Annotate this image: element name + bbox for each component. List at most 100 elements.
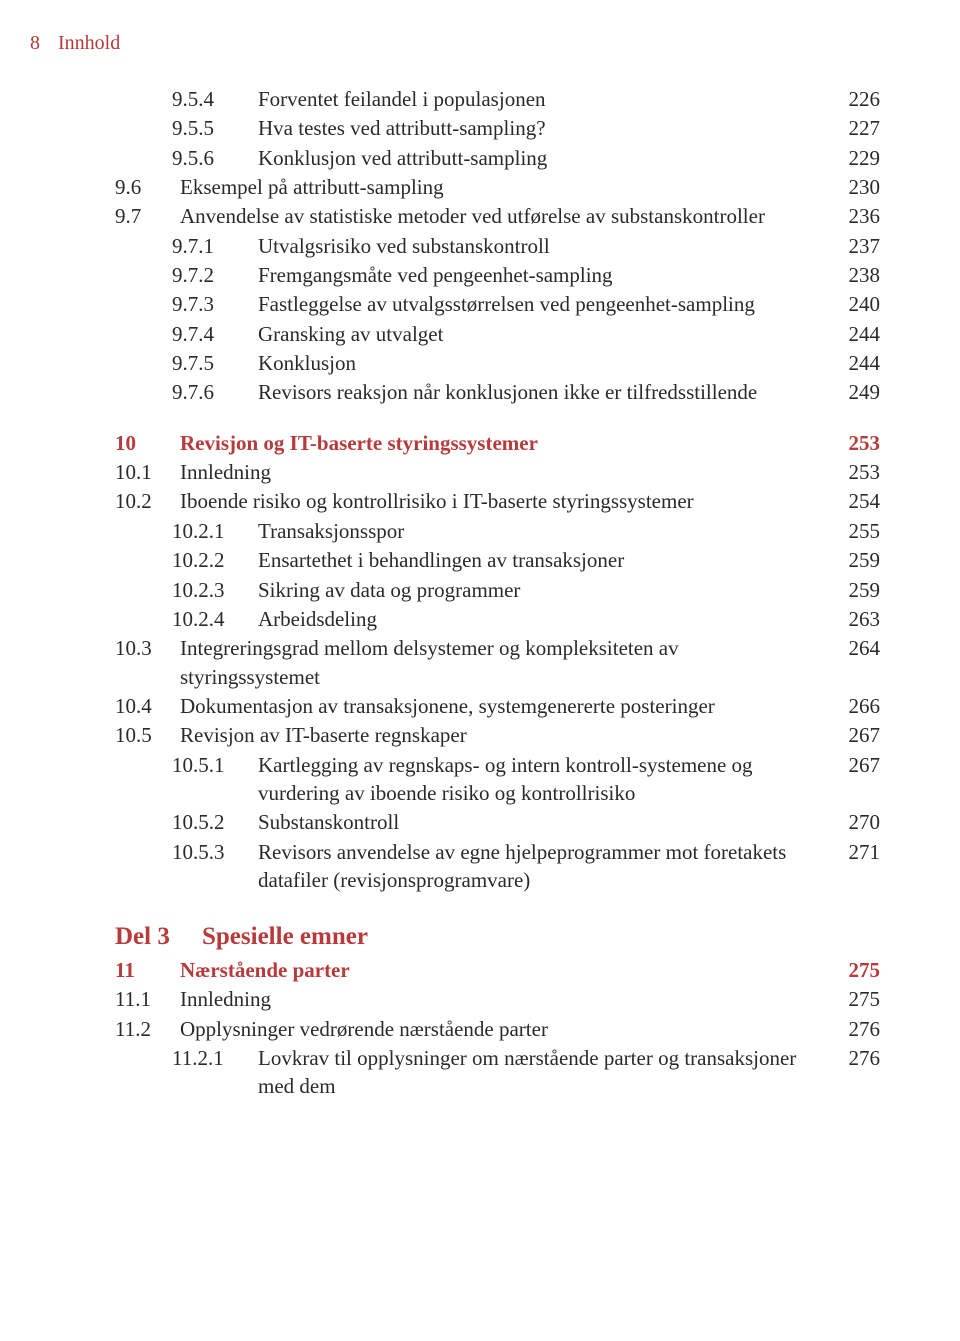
toc-entry-title: Kartlegging av regnskaps- og intern kont… xyxy=(258,751,832,808)
toc-entry-title: Lovkrav til opplysninger om nærstående p… xyxy=(258,1044,832,1101)
toc-entry-number: 10.5.2 xyxy=(30,808,258,836)
toc-entry-title: Arbeidsdeling xyxy=(258,605,832,633)
toc-entry-title: Dokumentasjon av transaksjonene, systemg… xyxy=(180,692,832,720)
toc-entry: 9.7.4Gransking av utvalget244 xyxy=(30,320,880,348)
toc-entry: 9.5.6Konklusjon ved attributt-sampling22… xyxy=(30,144,880,172)
toc-entry-number: 9.7.3 xyxy=(30,290,258,318)
toc-entry-number: 10.3 xyxy=(30,634,180,662)
toc-entry-title: Innledning xyxy=(180,458,832,486)
toc-entry-title: Konklusjon xyxy=(258,349,832,377)
toc-entry-title: Gransking av utvalget xyxy=(258,320,832,348)
toc-entry-title: Innledning xyxy=(180,985,832,1013)
toc-entry: 9.5.4Forventet feilandel i populasjonen2… xyxy=(30,85,880,113)
toc-entry-title: Opplysninger vedrørende nærstående parte… xyxy=(180,1015,832,1043)
toc-entry-title: Revisors reaksjon når konklusjonen ikke … xyxy=(258,378,832,406)
toc-entry-title: Eksempel på attributt-sampling xyxy=(180,173,832,201)
toc-entry-number: 9.7.6 xyxy=(30,378,258,406)
toc-entry-page: 275 xyxy=(832,985,880,1013)
toc-entry: 10.2.4Arbeidsdeling263 xyxy=(30,605,880,633)
toc-entry-page: 249 xyxy=(832,378,880,406)
toc-entry-page: 276 xyxy=(832,1015,880,1043)
toc-entry-page: 267 xyxy=(832,751,880,779)
toc-chapter: 11Nærstående parter275 xyxy=(30,956,880,984)
toc-entry: 10.2Iboende risiko og kontrollrisiko i I… xyxy=(30,487,880,515)
toc-entry-title: Iboende risiko og kontrollrisiko i IT-ba… xyxy=(180,487,832,515)
toc-entry-number: 10.5.3 xyxy=(30,838,258,866)
toc-entry-page: 271 xyxy=(832,838,880,866)
toc-entry: 11.2Opplysninger vedrørende nærstående p… xyxy=(30,1015,880,1043)
toc-entry: 9.7Anvendelse av statistiske metoder ved… xyxy=(30,202,880,230)
toc-entry-title: Sikring av data og programmer xyxy=(258,576,832,604)
toc-entry-page: 267 xyxy=(832,721,880,749)
toc-entry-page: 266 xyxy=(832,692,880,720)
toc-entry-page: 227 xyxy=(832,114,880,142)
toc-entry-page: 226 xyxy=(832,85,880,113)
toc-entry-title: Revisors anvendelse av egne hjelpeprogra… xyxy=(258,838,832,895)
toc-entry: 9.7.2Fremgangsmåte ved pengeenhet-sampli… xyxy=(30,261,880,289)
toc-entry-number: 9.5.6 xyxy=(30,144,258,172)
toc-entry-title: Revisjon av IT-baserte regnskaper xyxy=(180,721,832,749)
toc-part: Del 3Spesielle emner xyxy=(30,920,880,954)
toc-entry-number: 9.7 xyxy=(30,202,180,230)
toc-entry-page: 275 xyxy=(832,956,880,984)
toc-entry-title: Revisjon og IT-baserte styringssystemer xyxy=(180,429,832,457)
toc-entry-number: 10.2.2 xyxy=(30,546,258,574)
toc-entry-number: 11 xyxy=(30,956,180,984)
toc-entry-number: 10.1 xyxy=(30,458,180,486)
toc-entry: 9.7.1Utvalgsrisiko ved substanskontroll2… xyxy=(30,232,880,260)
toc-entry-page: 276 xyxy=(832,1044,880,1072)
toc-entry-page: 263 xyxy=(832,605,880,633)
toc-entry-number: 10.2.1 xyxy=(30,517,258,545)
toc-entry-title: Ensartethet i behandlingen av transaksjo… xyxy=(258,546,832,574)
toc-entry-number: 9.7.4 xyxy=(30,320,258,348)
toc-entry-page: 229 xyxy=(832,144,880,172)
toc-entry-page: 255 xyxy=(832,517,880,545)
toc-entry-title: Nærstående parter xyxy=(180,956,832,984)
toc-entry-number: 11.2.1 xyxy=(30,1044,258,1072)
toc-chapter: 10Revisjon og IT-baserte styringssysteme… xyxy=(30,429,880,457)
toc-entry-number: 9.5.5 xyxy=(30,114,258,142)
toc-entry-page: 238 xyxy=(832,261,880,289)
toc-entry: 10.5.1Kartlegging av regnskaps- og inter… xyxy=(30,751,880,808)
toc-entry: 9.7.6Revisors reaksjon når konklusjonen … xyxy=(30,378,880,406)
toc-entry-number: Del 3 xyxy=(30,920,202,954)
toc-entry-page: 244 xyxy=(832,320,880,348)
toc-entry-number: 10.2.3 xyxy=(30,576,258,604)
toc-entry: 11.1Innledning275 xyxy=(30,985,880,1013)
toc-entry-number: 9.7.2 xyxy=(30,261,258,289)
toc-entry-page: 264 xyxy=(832,634,880,662)
toc-entry: 9.6Eksempel på attributt-sampling230 xyxy=(30,173,880,201)
toc-entry-page: 259 xyxy=(832,576,880,604)
toc-entry-page: 244 xyxy=(832,349,880,377)
toc-entry: 10.2.2Ensartethet i behandlingen av tran… xyxy=(30,546,880,574)
toc-entry-page: 254 xyxy=(832,487,880,515)
toc-entry: 10.5.3Revisors anvendelse av egne hjelpe… xyxy=(30,838,880,895)
toc-entry-title: Substanskontroll xyxy=(258,808,832,836)
toc-entry-title: Forventet feilandel i populasjonen xyxy=(258,85,832,113)
toc-entry-number: 11.2 xyxy=(30,1015,180,1043)
toc-entry-number: 9.7.1 xyxy=(30,232,258,260)
toc-entry-number: 9.7.5 xyxy=(30,349,258,377)
toc-entry: 10.5.2Substanskontroll270 xyxy=(30,808,880,836)
toc-entry-title: Transaksjonsspor xyxy=(258,517,832,545)
toc-entry-number: 10.4 xyxy=(30,692,180,720)
toc-entry: 10.4Dokumentasjon av transaksjonene, sys… xyxy=(30,692,880,720)
toc-entry: 11.2.1Lovkrav til opplysninger om nærstå… xyxy=(30,1044,880,1101)
toc-entry-number: 10.2.4 xyxy=(30,605,258,633)
toc-entry: 9.5.5Hva testes ved attributt-sampling?2… xyxy=(30,114,880,142)
toc-entry: 10.5Revisjon av IT-baserte regnskaper267 xyxy=(30,721,880,749)
table-of-contents: 9.5.4Forventet feilandel i populasjonen2… xyxy=(30,85,880,1101)
toc-entry-page: 236 xyxy=(832,202,880,230)
toc-entry-number: 10.2 xyxy=(30,487,180,515)
toc-entry-title: Fremgangsmåte ved pengeenhet-sampling xyxy=(258,261,832,289)
toc-entry-page: 259 xyxy=(832,546,880,574)
toc-entry-title: Hva testes ved attributt-sampling? xyxy=(258,114,832,142)
toc-entry-page: 237 xyxy=(832,232,880,260)
toc-entry-title: Fastleggelse av utvalgsstørrelsen ved pe… xyxy=(258,290,832,318)
toc-entry-number: 9.6 xyxy=(30,173,180,201)
toc-entry-number: 10.5.1 xyxy=(30,751,258,779)
toc-entry-page: 253 xyxy=(832,429,880,457)
toc-entry-title: Anvendelse av statistiske metoder ved ut… xyxy=(180,202,832,230)
toc-entry: 10.2.3Sikring av data og programmer259 xyxy=(30,576,880,604)
toc-entry: 9.7.3Fastleggelse av utvalgsstørrelsen v… xyxy=(30,290,880,318)
